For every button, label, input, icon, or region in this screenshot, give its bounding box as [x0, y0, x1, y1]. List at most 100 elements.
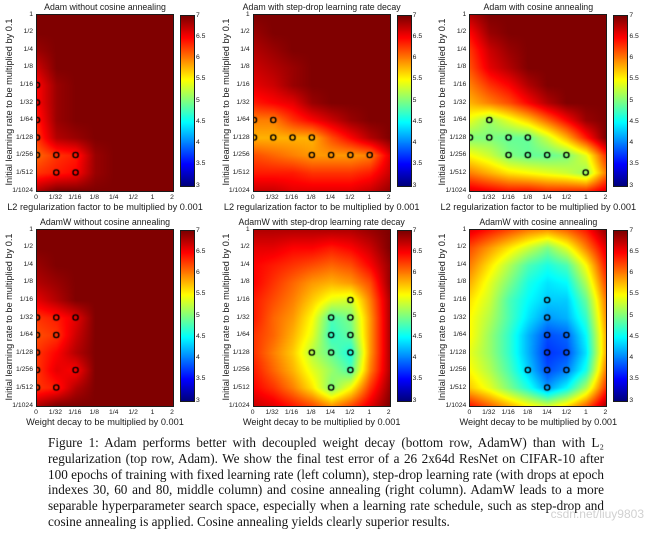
- x-tick-label: 1/2: [128, 409, 138, 416]
- y-tick-label: 1/512: [15, 383, 33, 391]
- subplot-adam-with-cosine-annealing: Adam with cosine annealing Initial learni…: [433, 0, 650, 215]
- y-tick-label: 1/4: [23, 260, 33, 268]
- y-tick-label: 1/1024: [445, 186, 467, 194]
- y-tick-label: 1/4: [456, 260, 467, 268]
- y-tick-label: 1/64: [236, 331, 250, 339]
- y-tick-label: 1/1024: [445, 401, 467, 409]
- colorbar-tick-label: 6.5: [196, 247, 206, 255]
- plot-title: AdamW without cosine annealing: [39, 217, 171, 227]
- x-tick-label: 1/32: [265, 194, 279, 201]
- x-tick-label: 1: [150, 409, 155, 416]
- heatmap-canvas: [36, 14, 174, 192]
- colorbar-tick-label: 4: [412, 354, 417, 361]
- x-tick-label: 1/32: [482, 194, 496, 201]
- colorbar-tick-label: 4.5: [412, 332, 423, 340]
- plot-title: Adam without cosine annealing: [44, 2, 166, 12]
- y-tick-label: 1: [245, 10, 250, 18]
- heatmap-canvas: [36, 229, 174, 407]
- x-axis-label: L2 regularization factor to be multiplie…: [223, 202, 420, 212]
- x-tick-label: 1/32: [482, 409, 496, 416]
- y-tick-label: 1/4: [240, 45, 250, 53]
- y-tick-label: 1/16: [19, 80, 33, 88]
- y-tick-label: 1/128: [449, 133, 467, 141]
- colorbar-tick-label: 4.5: [629, 332, 639, 340]
- y-tick-label: 1/64: [453, 116, 467, 124]
- y-tick-label: 1/256: [15, 366, 33, 374]
- colorbar-tick-label: 3: [196, 396, 200, 404]
- y-tick-label: 1/256: [232, 151, 250, 159]
- x-tick-label: 1: [584, 409, 588, 416]
- y-tick-label: 1: [29, 225, 33, 233]
- x-tick-label: 1/32: [48, 409, 63, 416]
- colorbar-tick-label: 6: [196, 54, 200, 61]
- heatmap-canvas: [252, 14, 391, 192]
- y-tick-label: 1/512: [15, 168, 33, 176]
- colorbar-tick-label: 3: [412, 181, 417, 189]
- y-tick-label: 1/8: [23, 63, 33, 71]
- x-tick-label: 2: [603, 194, 608, 201]
- colorbar-tick-label: 7: [412, 11, 417, 19]
- y-tick-label: 1: [462, 10, 467, 18]
- x-tick-label: 1/2: [128, 194, 138, 201]
- colorbar-canvas: [180, 230, 195, 402]
- y-tick-label: 1/128: [15, 348, 33, 356]
- y-tick-label: 1/512: [232, 168, 250, 176]
- heatmap-canvas: [469, 229, 608, 407]
- colorbar-tick-label: 7: [412, 226, 417, 234]
- y-tick-label: 1/64: [19, 116, 33, 124]
- colorbar-tick-label: 5: [196, 311, 200, 319]
- colorbar-tick-label: 4.5: [196, 117, 206, 125]
- x-tick-label: 1/2: [561, 194, 572, 201]
- colorbar-tick-label: 5: [196, 96, 200, 104]
- colorbar-tick-label: 5.5: [412, 290, 423, 298]
- y-tick-label: 1/8: [456, 278, 467, 286]
- x-axis-label: Weight decay to be multiplied by 0.001: [459, 417, 618, 427]
- y-tick-label: 1/16: [453, 295, 467, 303]
- y-tick-label: 1/16: [19, 295, 33, 303]
- plot-title: AdamW with cosine annealing: [479, 217, 598, 227]
- colorbar-tick-label: 7: [629, 11, 634, 19]
- subplot-adam-without-cosine-annealing: Adam without cosine annealing Initial lea…: [0, 0, 217, 215]
- x-tick-label: 1/4: [108, 409, 119, 416]
- x-tick-label: 1/16: [501, 194, 515, 201]
- x-tick-label: 1/4: [542, 194, 552, 201]
- x-axis-label: L2 regularization factor to be multiplie…: [7, 202, 203, 212]
- x-tick-label: 2: [170, 194, 174, 201]
- x-tick-label: 1/4: [108, 194, 119, 201]
- x-tick-label: 1/4: [542, 409, 552, 416]
- colorbar-tick-label: 5.5: [629, 290, 639, 298]
- colorbar-canvas: [180, 15, 195, 187]
- colorbar-tick-label: 3.5: [412, 160, 423, 168]
- x-tick-label: 1: [367, 409, 372, 416]
- colorbar-tick-label: 4: [629, 354, 634, 361]
- x-tick-label: 1/16: [68, 409, 82, 416]
- y-tick-label: 1/16: [236, 295, 250, 303]
- y-tick-label: 1/2: [456, 243, 467, 251]
- colorbar-tick-label: 5.5: [629, 75, 639, 83]
- colorbar-tick-label: 3.5: [412, 375, 423, 383]
- colorbar-tick-label: 6: [412, 269, 417, 276]
- x-tick-label: 1/16: [68, 194, 82, 201]
- y-tick-label: 1/1024: [228, 186, 250, 194]
- colorbar-tick-label: 3: [629, 181, 634, 189]
- y-tick-label: 1/16: [236, 80, 250, 88]
- y-tick-label: 1/2: [23, 243, 33, 251]
- colorbar-tick-label: 6.5: [629, 32, 639, 40]
- y-tick-label: 1/128: [232, 133, 250, 141]
- y-tick-label: 1/8: [240, 278, 250, 286]
- x-tick-label: 1/2: [345, 194, 355, 201]
- x-tick-label: 2: [170, 409, 174, 416]
- colorbar-tick-label: 6.5: [629, 247, 639, 255]
- y-tick-label: 1/1024: [228, 401, 250, 409]
- colorbar-tick-label: 6.5: [412, 247, 423, 255]
- watermark-text: csdn.net/liuy9803: [550, 507, 644, 521]
- colorbar-tick-label: 5: [629, 96, 634, 104]
- y-tick-label: 1/32: [19, 98, 33, 106]
- plot-title: Adam with cosine annealing: [483, 2, 594, 12]
- y-tick-label: 1/32: [19, 313, 33, 321]
- colorbar-tick-label: 3.5: [629, 375, 639, 383]
- colorbar-tick-label: 5.5: [196, 290, 206, 298]
- x-tick-label: 1/8: [89, 409, 99, 416]
- x-tick-label: 2: [386, 194, 391, 201]
- x-tick-label: 2: [386, 409, 391, 416]
